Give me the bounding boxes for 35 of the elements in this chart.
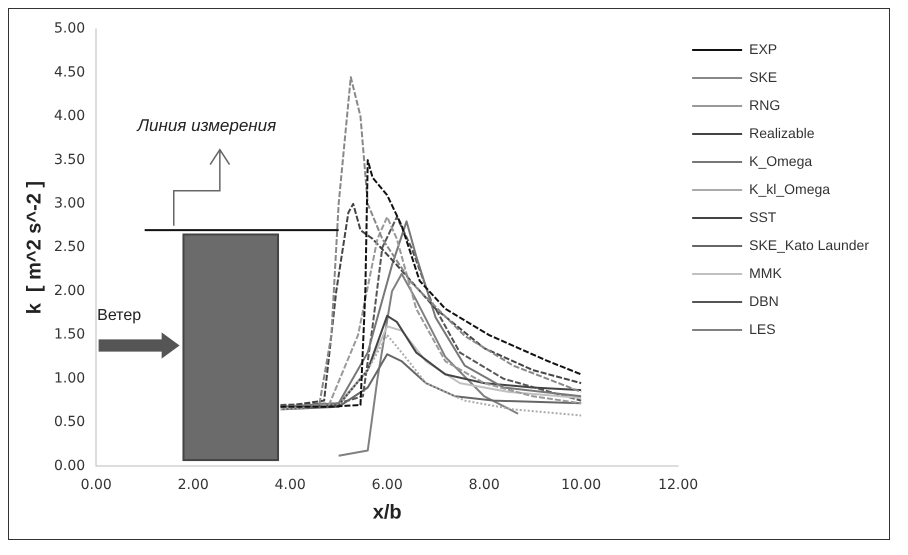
x-tick-label: 0.00 xyxy=(80,477,112,494)
x-tick-label: 4.00 xyxy=(274,477,306,494)
x-axis-title: x/b xyxy=(372,502,402,524)
legend-label: EXP xyxy=(749,40,778,57)
y-tick-label: 3.50 xyxy=(54,152,86,168)
legend-label: LES xyxy=(749,320,776,337)
y-tick-label: 4.50 xyxy=(54,64,86,80)
legend-label: DBN xyxy=(749,292,779,309)
legend-label: SKE_Kato Launder xyxy=(749,236,870,253)
y-tick-label: 5.00 xyxy=(54,20,86,37)
legend-label: Realizable xyxy=(749,124,815,141)
x-tick-label: 6.00 xyxy=(372,477,403,494)
line-series xyxy=(279,159,582,408)
legend-label: RNG xyxy=(749,96,780,113)
y-tick-label: 3.00 xyxy=(54,196,86,212)
y-tick-label: 2.00 xyxy=(54,282,86,299)
line-series xyxy=(279,334,582,416)
y-tick-label: 2.50 xyxy=(54,239,86,256)
legend-label: K_Omega xyxy=(749,152,812,169)
y-tick-label: 1.00 xyxy=(54,370,86,386)
x-tick-label: 8.00 xyxy=(468,477,500,494)
legend-label: K_kl_Omega xyxy=(749,180,830,197)
legend-label: MMK xyxy=(749,264,782,281)
y-tick-label: 1.50 xyxy=(54,326,86,343)
legend-label: SST xyxy=(749,208,777,225)
legend-label: SKE xyxy=(749,68,778,85)
y-tick-label: 0.50 xyxy=(54,414,86,430)
y-axis-title: k [ m^2 s^-2 ] xyxy=(24,180,46,314)
x-tick-label: 10.00 xyxy=(561,477,602,494)
y-tick-label: 0.00 xyxy=(54,458,86,474)
x-tick-label: 2.00 xyxy=(178,477,209,494)
annotation: Линия измерения xyxy=(137,116,276,136)
x-tick-label: 12.00 xyxy=(658,477,698,494)
annotation: Ветер xyxy=(97,307,142,326)
y-tick-label: 4.00 xyxy=(54,108,86,124)
